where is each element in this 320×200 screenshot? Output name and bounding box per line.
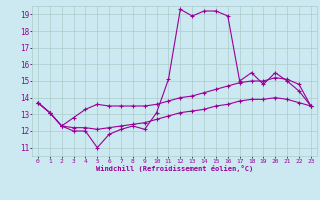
X-axis label: Windchill (Refroidissement éolien,°C): Windchill (Refroidissement éolien,°C) [96, 165, 253, 172]
